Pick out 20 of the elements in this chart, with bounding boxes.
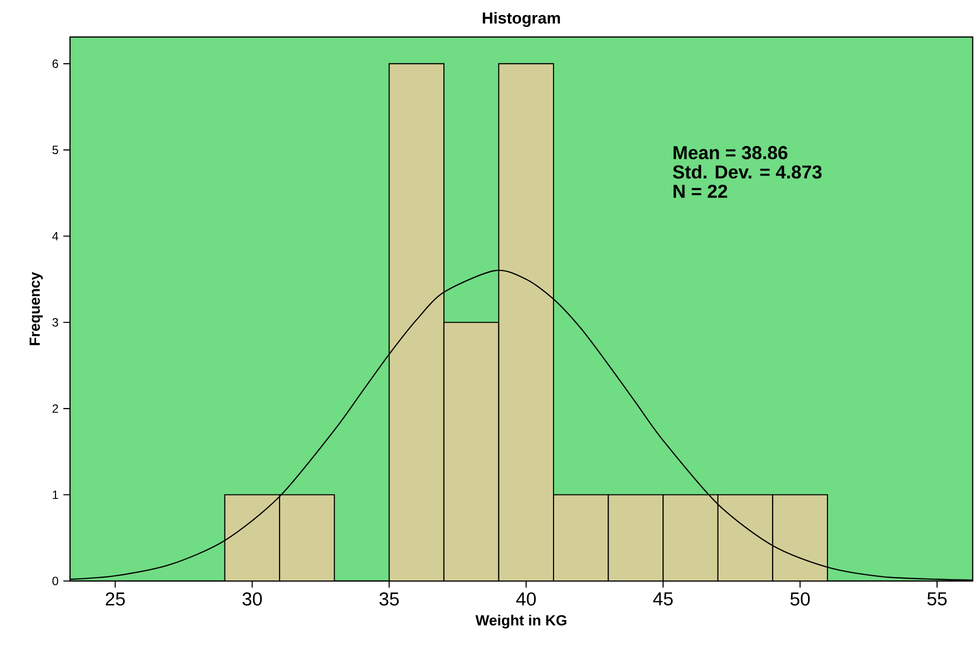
y-tick-label: 2 <box>52 404 58 413</box>
annotation: N = 22 <box>674 184 728 198</box>
y-tick-label: 0 <box>52 576 58 586</box>
y-tick-label: 5 <box>52 146 58 154</box>
annotation: Mean = 38.86 <box>674 146 788 160</box>
x-tick-label: 30 <box>242 592 262 606</box>
y-tick-label: 1 <box>52 490 58 499</box>
x-tick-label: 35 <box>379 592 399 606</box>
y-tick-label: 6 <box>52 59 58 68</box>
x-tick-label: 55 <box>927 592 947 606</box>
annotation: Std. Dev. = 4.873 <box>672 164 822 179</box>
y-tick-label: 3 <box>52 318 58 327</box>
y-tick-label: 4 <box>52 232 58 240</box>
chart-title: Histogram <box>482 12 560 27</box>
x-tick-label: 45 <box>653 592 673 606</box>
y-axis-title: Frequency <box>30 272 43 346</box>
x-tick-label: 50 <box>790 592 810 606</box>
x-tick-label: 40 <box>516 592 536 606</box>
x-tick-label: 25 <box>106 592 125 606</box>
x-axis-title: Weight in KG <box>475 614 566 628</box>
